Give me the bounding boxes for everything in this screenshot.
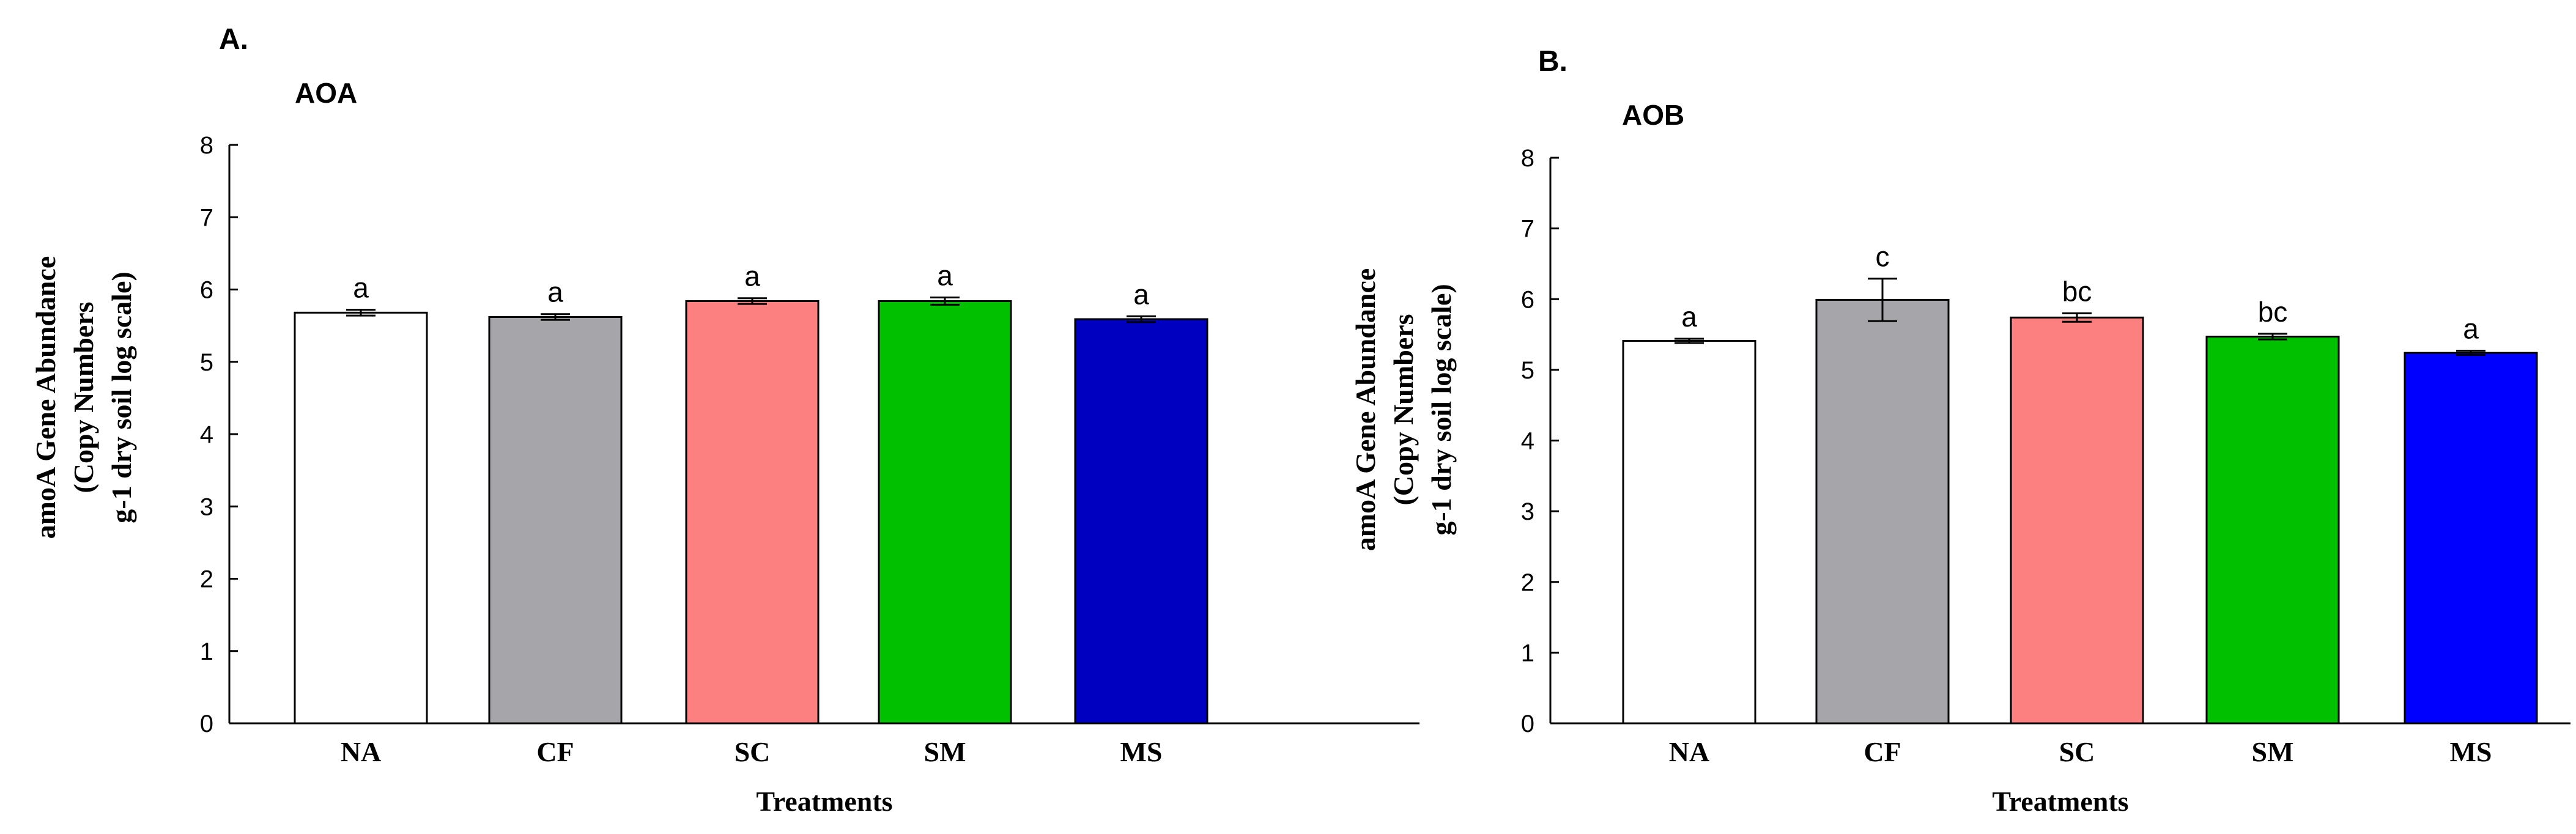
bar — [685, 300, 820, 725]
x-axis-title: Treatments — [756, 786, 892, 817]
significance-label: a — [2463, 313, 2479, 345]
panel-letter: A. — [219, 23, 248, 56]
bar — [2010, 316, 2144, 725]
significance-label: a — [937, 260, 953, 292]
y-tick-label: 2 — [200, 566, 213, 593]
y-tick-label: 1 — [200, 638, 213, 665]
bar — [2205, 336, 2340, 725]
y-tick-label: 6 — [1521, 286, 1534, 313]
bar — [1815, 298, 1950, 725]
x-tick-label: CF — [536, 736, 574, 767]
y-tick-label: 4 — [200, 421, 213, 448]
y-tick-label: 3 — [1521, 498, 1534, 525]
y-tick-label: 3 — [200, 493, 213, 520]
significance-label: a — [547, 276, 563, 308]
bar — [1622, 339, 1756, 725]
bar — [878, 300, 1012, 725]
bar — [294, 311, 428, 725]
significance-label: a — [353, 272, 369, 304]
significance-label: bc — [2258, 296, 2288, 328]
chart-title: AOA — [295, 77, 357, 109]
y-tick-label: 6 — [200, 277, 213, 304]
y-tick-label: 0 — [1521, 710, 1534, 737]
significance-label: a — [1681, 301, 1697, 333]
y-axis-title-line: (Copy Numbers — [1388, 314, 1419, 505]
y-axis-title-line: g-1 dry soil log scale) — [1426, 284, 1457, 535]
bar — [1074, 318, 1208, 725]
panel-letter: B. — [1538, 45, 1567, 78]
x-tick-label: SM — [2252, 736, 2294, 767]
x-tick-label: SC — [2059, 736, 2095, 767]
y-axis-title-line: g-1 dry soil log scale) — [106, 271, 137, 523]
y-tick-label: 5 — [1521, 357, 1534, 384]
x-tick-label: MS — [1120, 736, 1163, 767]
significance-label: a — [1133, 278, 1149, 310]
y-tick-label: 0 — [200, 710, 213, 737]
x-axis-title: Treatments — [1992, 786, 2128, 817]
x-tick-label: NA — [1669, 736, 1709, 767]
x-tick-label: SC — [735, 736, 771, 767]
y-tick-label: 7 — [1521, 216, 1534, 243]
x-tick-label: CF — [1864, 736, 1901, 767]
chart-panel-1: B. AOB 0 1 2 3 4 5 6 7 8 a NA c CF bc SC bc SM a MS Treatment… — [1350, 45, 2570, 817]
y-tick-label: 8 — [1521, 145, 1534, 172]
significance-label: bc — [2062, 275, 2092, 307]
chart-title: AOB — [1622, 99, 1684, 131]
y-tick-label: 2 — [1521, 569, 1534, 596]
y-axis-title-line: (Copy Numbers — [68, 301, 99, 493]
x-tick-label: MS — [2450, 736, 2492, 767]
y-tick-label: 7 — [200, 204, 213, 231]
y-tick-label: 8 — [200, 132, 213, 159]
y-tick-label: 5 — [200, 349, 213, 376]
chart-panel-0: A. AOA 0 1 2 3 4 5 6 7 8 a NA a CF a SC a SM a MS Treatments a… — [30, 23, 1419, 817]
x-tick-label: SM — [924, 736, 966, 767]
y-tick-label: 4 — [1521, 428, 1534, 455]
significance-label: a — [744, 260, 760, 292]
y-tick-label: 1 — [1521, 640, 1534, 666]
y-axis-title-line: amoA Gene Abundance — [1350, 268, 1381, 552]
bar — [488, 316, 623, 725]
significance-label: c — [1876, 241, 1890, 273]
bar — [2404, 352, 2538, 725]
x-tick-label: NA — [341, 736, 381, 767]
y-axis-title-line: amoA Gene Abundance — [30, 256, 61, 539]
